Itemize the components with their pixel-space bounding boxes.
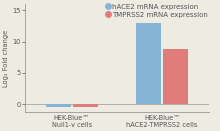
Bar	[136, 23, 161, 104]
Y-axis label: Log₂ Fold change: Log₂ Fold change	[4, 29, 9, 86]
Bar	[73, 104, 98, 107]
Bar	[46, 104, 71, 107]
Legend: hACE2 mRNA expression, TMPRSS2 mRNA expression: hACE2 mRNA expression, TMPRSS2 mRNA expr…	[106, 3, 209, 18]
Bar	[163, 49, 188, 104]
